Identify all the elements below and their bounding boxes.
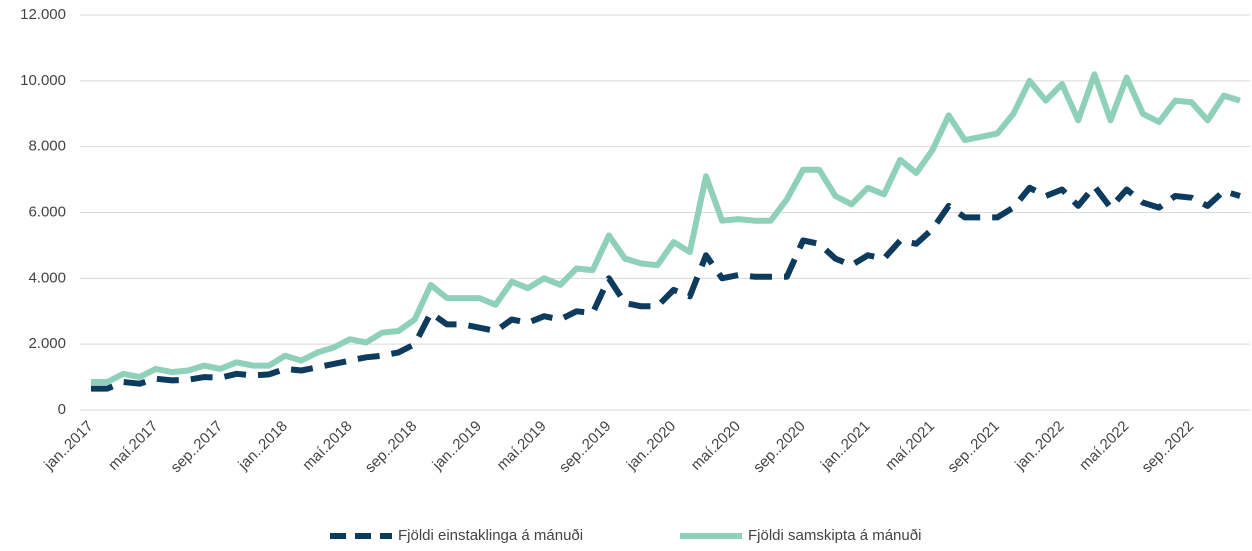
x-tick-label: jan..2020 <box>623 418 679 474</box>
x-tick-label: jan..2019 <box>429 418 485 474</box>
line-series <box>91 71 1241 385</box>
line-series <box>91 183 1241 392</box>
x-tick-label: jan..2022 <box>1011 418 1067 474</box>
y-tick-label: 10.000 <box>20 72 66 89</box>
y-tick-label: 8.000 <box>28 138 66 155</box>
x-tick-label: sep..2018 <box>362 418 421 477</box>
legend-label: Fjöldi samskipta á mánuði <box>748 527 921 544</box>
x-tick-label: sep..2017 <box>167 418 226 477</box>
x-tick-label: maí.2020 <box>688 418 744 474</box>
x-tick-label: jan..2018 <box>234 418 290 474</box>
x-tick-label: sep..2019 <box>556 418 615 477</box>
legend-label: Fjöldi einstaklinga á mánuði <box>398 527 583 544</box>
y-tick-label: 6.000 <box>28 203 66 220</box>
x-tick-label: maí.2019 <box>494 418 550 474</box>
y-tick-label: 12.000 <box>20 6 66 23</box>
x-tick-label: sep..2020 <box>750 418 809 477</box>
x-tick-label: maí.2018 <box>299 418 355 474</box>
x-tick-label: sep..2022 <box>1138 418 1197 477</box>
y-tick-label: 4.000 <box>28 269 66 286</box>
x-tick-label: jan..2017 <box>40 418 96 474</box>
x-tick-label: sep..2021 <box>944 418 1003 477</box>
x-tick-label: maí.2017 <box>105 418 161 474</box>
x-tick-label: jan..2021 <box>817 418 873 474</box>
x-tick-label: maí.2022 <box>1076 418 1132 474</box>
y-tick-label: 2.000 <box>28 335 66 352</box>
y-tick-label: 0 <box>58 401 66 418</box>
x-tick-label: maí.2021 <box>882 418 938 474</box>
